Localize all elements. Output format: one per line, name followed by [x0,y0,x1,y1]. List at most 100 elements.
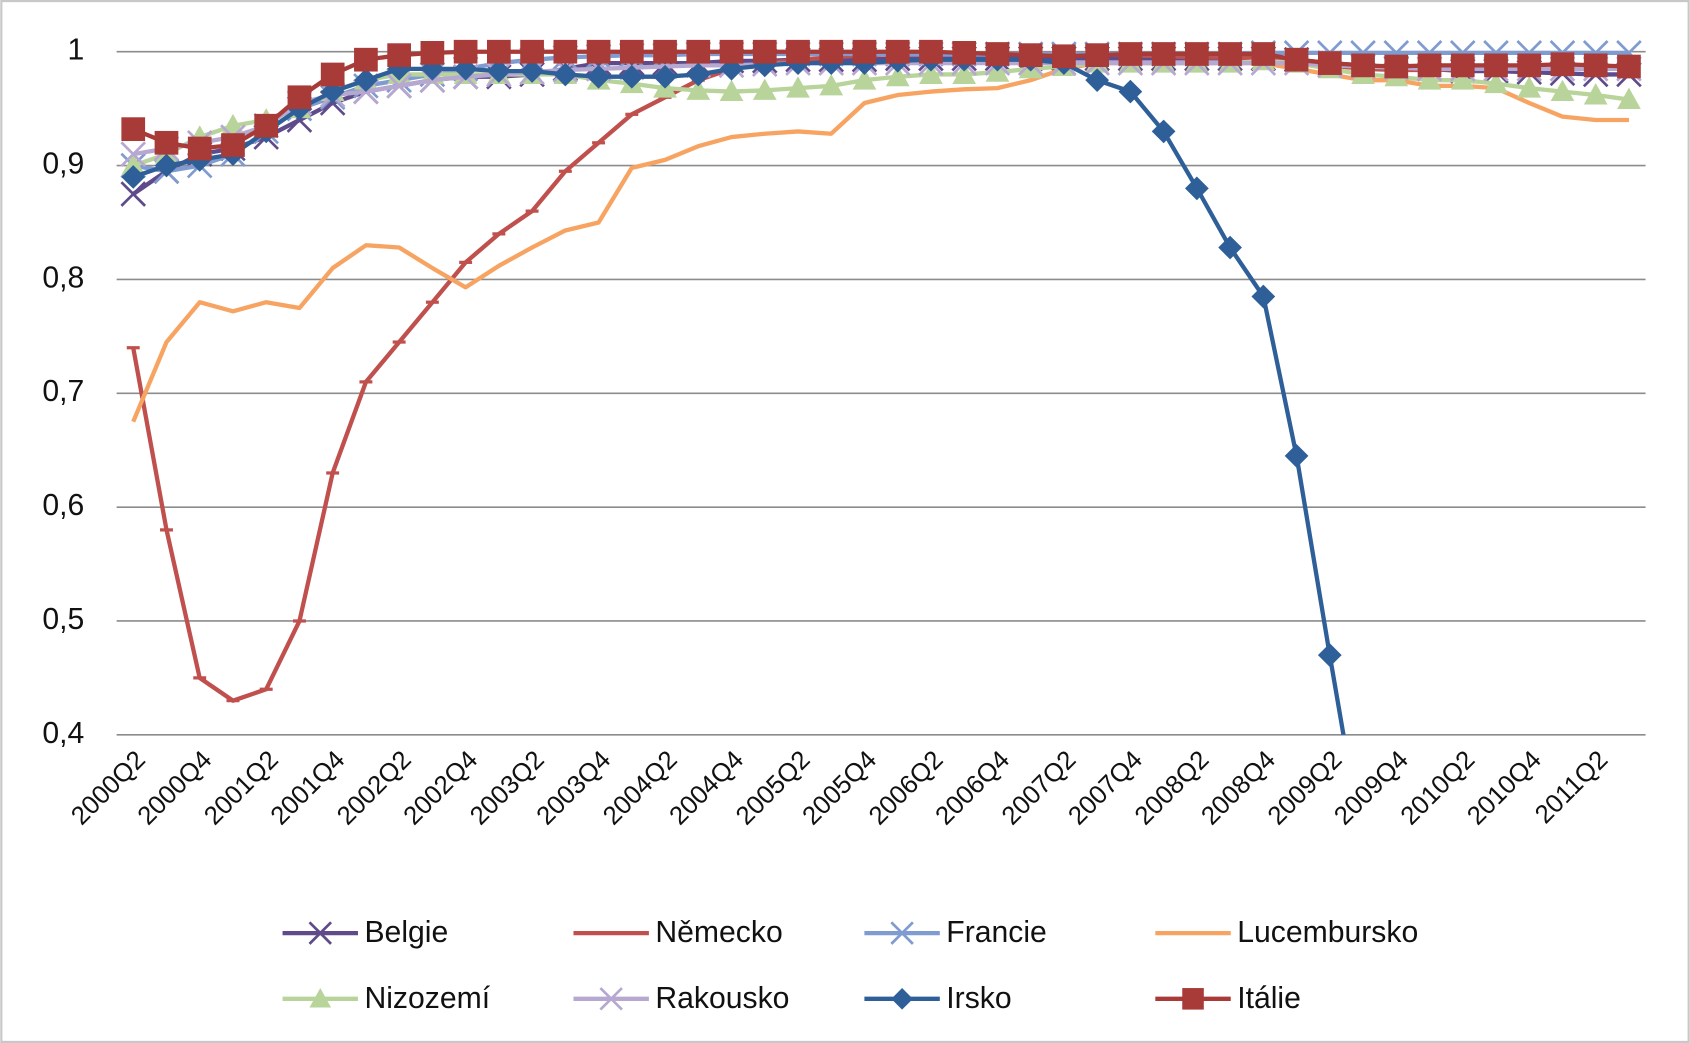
marker [1085,68,1109,93]
legend-label: Francie [946,916,1047,949]
marker [1251,42,1276,66]
marker [120,141,147,167]
marker [919,39,943,64]
marker [1484,71,1508,94]
marker [885,39,910,64]
marker [752,78,777,100]
marker [919,62,943,84]
marker [387,43,411,67]
legend-label: Lucembursko [1237,916,1418,949]
marker [1617,87,1641,110]
marker [1417,68,1442,90]
plot-area [120,39,1642,735]
series-line [131,60,1629,423]
marker [1185,176,1209,201]
marker [1218,235,1242,260]
marker [553,39,578,64]
marker [121,117,146,141]
marker [154,130,179,155]
marker [653,39,677,64]
marker [1118,79,1143,104]
marker [852,39,877,64]
marker [1517,76,1542,98]
marker [453,39,478,64]
marker [520,59,544,83]
marker [1617,54,1641,79]
series-line [132,50,1629,174]
legend: Belgie Německo Francie Lucembursko Nizozemí R… [282,916,1418,1015]
marker [1450,68,1475,90]
marker [309,988,332,1008]
marker [254,113,279,138]
marker [354,47,378,72]
marker [819,39,844,64]
marker [520,39,544,64]
marker [985,42,1010,66]
marker [885,64,910,87]
marker [786,76,810,98]
marker [354,68,378,93]
marker [221,133,245,157]
marker [1450,53,1475,78]
marker [1218,42,1242,66]
legend-label: Nizozemí [364,982,490,1015]
marker [619,39,644,64]
marker [1317,643,1342,667]
marker [752,39,777,64]
y-tick-label: 0,4 [42,717,84,750]
y-tick-label: 0,5 [42,603,84,636]
marker [786,39,810,64]
marker [120,181,147,207]
y-tick-label: 0,9 [42,148,84,181]
marker [1583,53,1608,78]
y-tick-label: 0,7 [42,375,84,408]
marker [121,165,146,189]
legend-label: Itálie [1237,982,1301,1015]
marker [1351,53,1375,78]
marker [1182,988,1204,1010]
marker [1517,53,1542,78]
legend-label: Irsko [946,982,1011,1015]
marker [420,41,445,65]
marker [890,921,914,945]
y-tick-label: 1 [68,34,85,67]
marker [487,59,511,83]
marker [719,39,744,64]
marker [287,85,312,110]
marker [719,79,744,102]
marker [121,153,146,176]
legend-label: Rakousko [655,982,789,1015]
marker [1118,42,1143,66]
y-tick-label: 0,6 [42,489,84,522]
series-line [132,58,1630,168]
marker [1251,284,1276,309]
marker [1317,51,1342,75]
marker [1550,79,1575,102]
marker [320,62,345,87]
marker [1417,53,1442,78]
marker [852,68,877,90]
marker [386,73,412,99]
marker [1052,44,1076,69]
marker [686,39,711,64]
marker [1284,47,1309,72]
marker [1583,83,1608,105]
legend-label: Německo [655,916,782,949]
marker [686,78,711,100]
marker [1484,53,1508,78]
marker [952,62,977,84]
marker [1018,43,1043,67]
series-line [132,49,1630,151]
marker [1384,54,1409,79]
marker [1085,43,1109,67]
marker [952,41,977,65]
y-tick-label: 0,8 [42,261,84,294]
marker [599,987,623,1011]
marker [819,74,844,96]
marker [586,39,611,64]
marker [308,921,332,945]
marker [1185,42,1209,66]
